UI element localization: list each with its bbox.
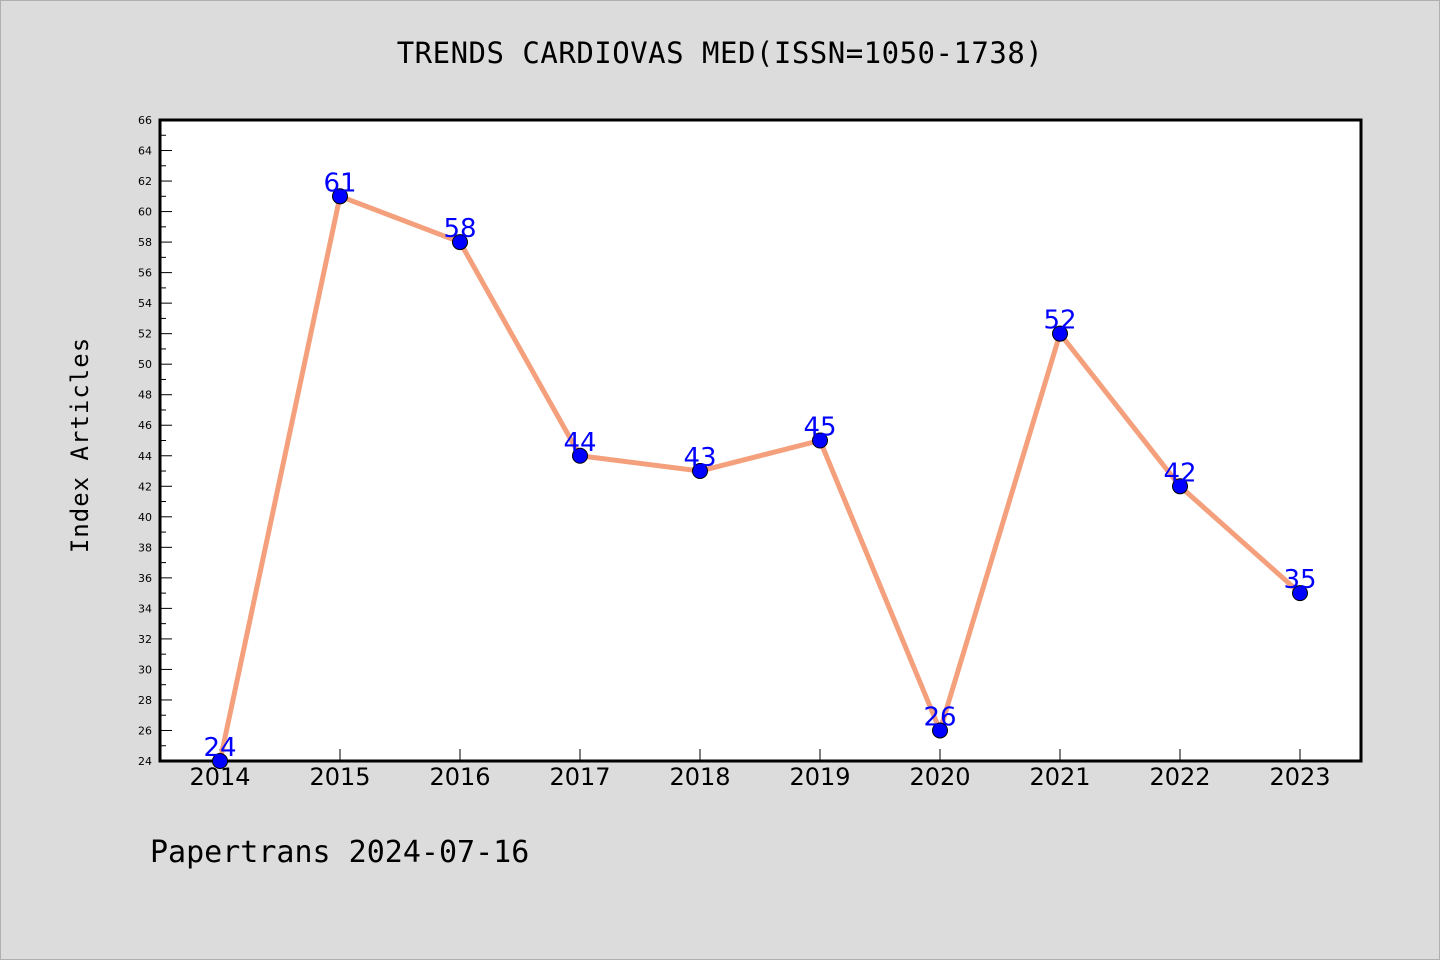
footer-credit: Papertrans 2024-07-16 — [150, 835, 530, 870]
data-label: 43 — [683, 443, 716, 473]
y-tick-label: 42 — [138, 480, 152, 493]
y-tick-label: 48 — [138, 389, 152, 402]
data-label: 35 — [1283, 565, 1316, 595]
x-tick-label: 2022 — [1149, 763, 1210, 791]
x-tick-label: 2018 — [669, 763, 730, 791]
data-point — [692, 463, 708, 480]
data-label: 26 — [923, 702, 956, 732]
data-label: 44 — [563, 428, 596, 458]
x-tick-label: 2020 — [909, 763, 970, 791]
y-tick-label: 38 — [138, 541, 152, 554]
x-tick-label: 2016 — [429, 763, 490, 791]
data-label: 52 — [1043, 306, 1076, 336]
x-tick-label: 2023 — [1269, 763, 1330, 791]
y-tick-label: 32 — [138, 633, 152, 646]
y-tick-label: 58 — [138, 236, 152, 249]
data-point — [1052, 325, 1068, 342]
series-layer: 24 61 58 44 43 45 26 52 42 35 — [203, 168, 1317, 769]
y-tick-label: 36 — [138, 572, 152, 585]
data-point — [572, 447, 588, 464]
y-tick-label: 28 — [138, 694, 152, 707]
y-tick-label: 26 — [138, 724, 152, 737]
chart-title: TRENDS CARDIOVAS MED(ISSN=1050-1738) — [396, 36, 1044, 70]
y-tick-label: 50 — [138, 358, 152, 371]
data-point — [932, 722, 948, 739]
y-tick-label: 44 — [138, 450, 152, 463]
series-line — [217, 193, 1302, 762]
data-point — [812, 432, 828, 449]
y-tick-label: 54 — [138, 297, 152, 310]
y-tick-label: 34 — [138, 602, 152, 615]
data-label: 61 — [323, 168, 356, 198]
data-point — [212, 753, 228, 769]
y-tick-label: 40 — [138, 511, 152, 524]
data-label: 42 — [1163, 458, 1196, 488]
y-tick-label: 66 — [138, 114, 152, 127]
data-point — [1292, 585, 1308, 602]
x-tick-label: 2021 — [1029, 763, 1090, 791]
data-label: 24 — [203, 733, 236, 763]
x-tick-label: 2019 — [789, 763, 850, 791]
data-label: 58 — [443, 214, 476, 244]
y-tick-label: 30 — [138, 663, 152, 676]
y-axis: 24 26 28 30 32 34 36 38 40 42 44 46 48 50 52 54 56 58 60 62… — [138, 114, 172, 768]
y-tick-label: 52 — [138, 328, 152, 341]
y-tick-label: 62 — [138, 175, 152, 188]
y-tick-label: 64 — [138, 145, 152, 158]
x-axis: 2014 2015 2016 2017 2018 2019 2020 2021 2022 2023 — [189, 749, 1331, 791]
y-tick-label: 24 — [138, 755, 152, 768]
data-point — [332, 188, 348, 205]
y-tick-label: 60 — [138, 206, 152, 219]
x-tick-label: 2017 — [549, 763, 610, 791]
y-tick-label: 56 — [138, 267, 152, 280]
data-point — [1172, 478, 1188, 495]
y-tick-label: 46 — [138, 419, 152, 432]
plot-area — [158, 118, 1363, 763]
data-point — [452, 234, 468, 251]
x-tick-label: 2015 — [309, 763, 370, 791]
data-label: 45 — [803, 413, 836, 443]
